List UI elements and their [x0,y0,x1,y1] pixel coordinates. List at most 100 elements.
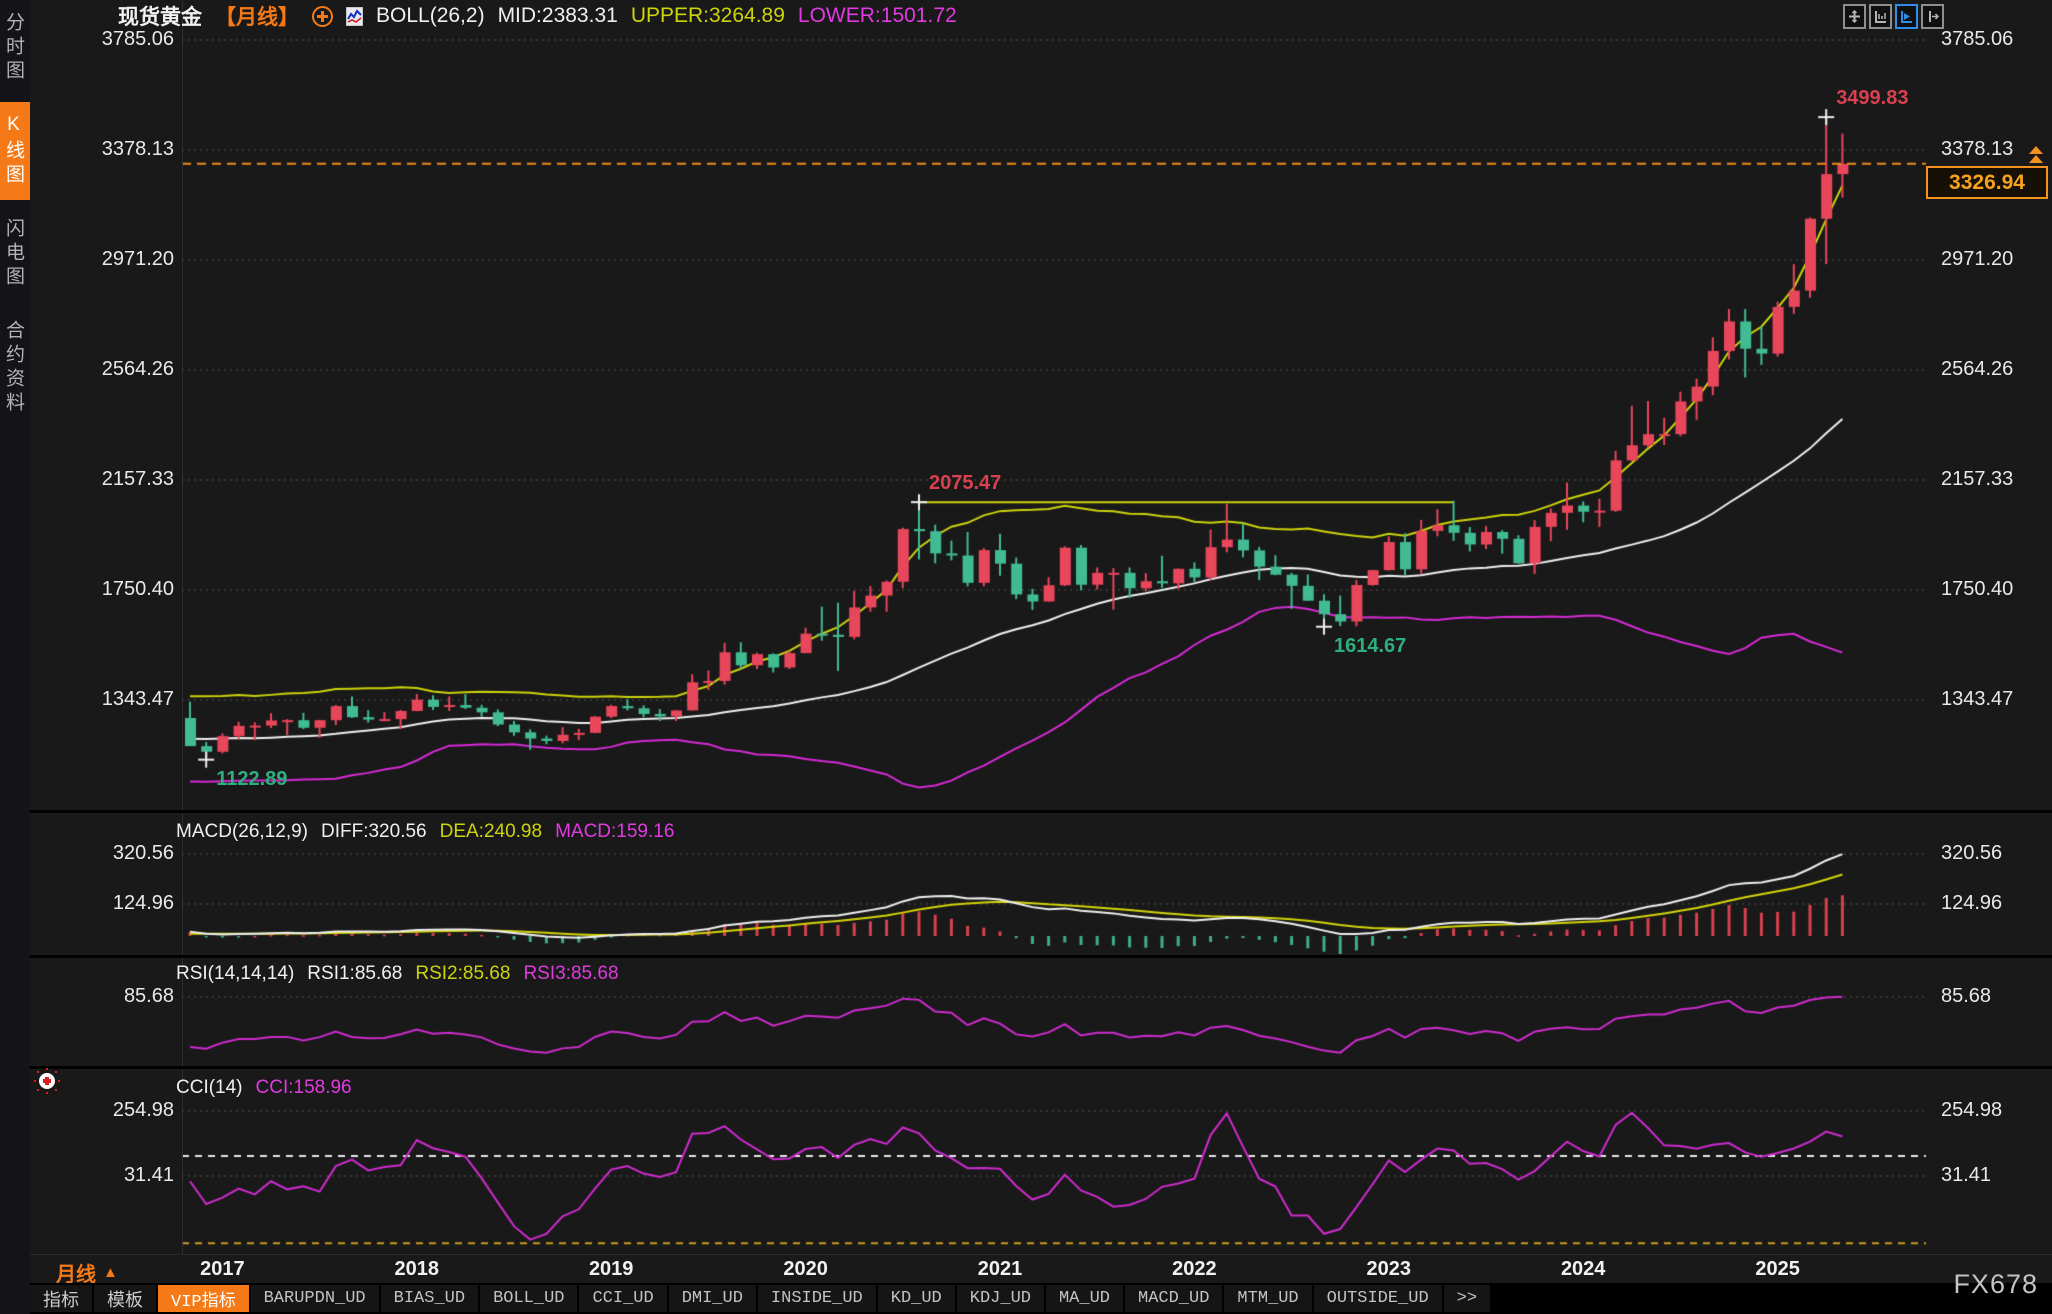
alert-sun-icon[interactable] [34,1068,60,1094]
chevron-up-icon: ▲ [103,1264,118,1281]
cci-axis-tick: 254.98 [112,1099,174,1121]
cci-axis-tick: 31.41 [1941,1164,1992,1186]
price-axis-tick: 2971.20 [101,248,174,270]
boll-lower-value: LOWER:1501.72 [797,4,957,27]
watermark: FX678 [1953,1269,2038,1299]
price-axis-tick: 1750.40 [1941,578,2014,600]
rsi-panel-header: RSI(14,14,14) RSI1:85.68 RSI2:85.68 RSI3… [176,963,619,985]
rsi-axis-tick: 85.68 [123,985,174,1007]
price-axis-tick: 2157.33 [1941,468,2014,490]
macd-axis-tick: 320.56 [112,842,174,864]
high-price-label: 3499.83 [1836,87,1909,110]
year-axis-label: 2018 [394,1258,440,1280]
panel-divider[interactable] [30,955,2052,958]
rsi3-value: RSI3:85.68 [523,963,619,984]
price-axis-tick: 3785.06 [101,28,174,50]
macd-dea-value: DEA:240.98 [439,821,543,842]
period-tag: 【月线】 [215,6,299,29]
year-axis-label: 2025 [1755,1258,1800,1280]
indicator-tab-macdud[interactable]: MACD_UD [1125,1285,1223,1312]
price-axis-tick: 2971.20 [1941,248,2014,270]
indicator-tab-dmiud[interactable]: DMI_UD [668,1285,756,1312]
sidebar-item-kline-chart[interactable]: K线图 [0,102,30,200]
indicator-tab-mtmud[interactable]: MTM_UD [1224,1285,1312,1312]
indicator-tab-maud[interactable]: MA_UD [1045,1285,1123,1312]
price-axis-tick: 2157.33 [101,468,174,490]
indicator-tab-bar: 指标 模板 VIP指标 BARUPDN_UD BIAS_UD BOLL_UD CCI_UD D… [30,1283,2052,1314]
kline-mini-icon [346,6,363,26]
indicator-tab-[interactable]: 模板 [94,1285,156,1312]
year-axis-label: 2024 [1560,1258,1606,1280]
indicator-tab-barupdnud[interactable]: BARUPDN_UD [250,1285,379,1312]
macd-axis-tick: 124.96 [1941,892,2003,914]
price-axis-tick: 3378.13 [101,138,174,160]
macd-axis-tick: 320.56 [1941,842,2003,864]
current-price-value: 3326.94 [1949,170,2025,194]
macd-title: MACD(26,12,9) [176,821,308,842]
auto-scroll-icon[interactable] [1895,4,1918,29]
left-sidebar: 分时图 K线图 闪电图 合约资料 [0,0,30,1314]
cci-value: CCI:158.96 [255,1077,352,1098]
year-axis-label: 2021 [977,1258,1023,1280]
price-axis-tick: 1343.47 [101,688,174,710]
indicator-tab-outsideud[interactable]: OUTSIDE_UD [1313,1285,1442,1312]
macd-hist-value: MACD:159.16 [555,821,675,842]
low-price-label: 1122.89 [216,767,288,790]
indicator-tab-[interactable]: >> [1443,1285,1491,1312]
chart-toolbar [1843,4,1944,29]
cci-title: CCI(14) [176,1077,243,1098]
period-selector[interactable]: 月线 ▲ [56,1258,118,1287]
current-price-tag: 3326.94 [1926,166,2048,199]
price-axis-tick: 2564.26 [1941,358,2014,380]
indicator-tab-bollud[interactable]: BOLL_UD [480,1285,578,1312]
price-axis-tick: 2564.26 [101,358,174,380]
macd-axis-tick: 124.96 [112,892,174,914]
year-axis-label: 2023 [1366,1258,1412,1280]
rsi-title: RSI(14,14,14) [176,963,295,984]
axis-scale-icon[interactable] [1869,4,1892,29]
rsi-axis-tick: 85.68 [1941,985,1992,1007]
panel-divider[interactable] [30,1066,2052,1069]
price-up-arrows-icon [2029,145,2043,164]
cci-axis-tick: 31.41 [123,1164,174,1186]
panel-divider[interactable] [30,810,2052,813]
symbol-name: 现货黄金 [118,6,202,29]
cci-axis-tick: 254.98 [1941,1099,2003,1121]
macd-diff-value: DIFF:320.56 [321,821,427,842]
period-selector-label: 月线 [56,1264,96,1286]
indicator-tab-[interactable]: 指标 [30,1285,92,1312]
axis-border-left [182,0,183,1255]
crosshair-move-icon[interactable] [1843,4,1866,29]
boll-params-label: BOLL(26,2) [376,4,485,27]
price-axis-tick: 1343.47 [1941,688,2014,710]
year-axis-label: 2020 [783,1258,828,1280]
year-axis-label: 2017 [200,1258,245,1280]
rsi2-value: RSI2:85.68 [415,963,511,984]
price-axis-tick: 3785.06 [1941,28,2014,50]
sidebar-item-contract-info[interactable]: 合约资料 [3,320,24,416]
xaxis-separator [30,1254,2052,1255]
year-axis-label: 2022 [1172,1258,1217,1280]
indicator-tab-kdjud[interactable]: KDJ_UD [956,1285,1044,1312]
rsi1-value: RSI1:85.68 [307,963,403,984]
cci-panel-header: CCI(14) CCI:158.96 [176,1077,352,1099]
price-axis-tick: 1750.40 [101,578,174,600]
indicator-tab-cciud[interactable]: CCI_UD [579,1285,667,1312]
boll-upper-value: UPPER:3264.89 [630,4,785,27]
shift-bars-icon[interactable] [1921,4,1944,29]
low-price-label: 1614.67 [1334,634,1407,657]
sidebar-item-lightning-chart[interactable]: 闪电图 [3,218,24,290]
add-indicator-icon[interactable] [312,5,333,27]
macd-panel-header: MACD(26,12,9) DIFF:320.56 DEA:240.98 MAC… [176,821,674,843]
indicator-tab-biasud[interactable]: BIAS_UD [380,1285,479,1312]
indicator-tab-vip[interactable]: VIP指标 [158,1285,249,1312]
year-axis-label: 2019 [588,1258,634,1280]
boll-mid-value: MID:2383.31 [497,4,618,27]
chart-header: 现货黄金 【月线】 BOLL(26,2) MID:2383.31 UPPER:3… [118,3,957,29]
indicator-tab-kdud[interactable]: KD_UD [877,1285,955,1312]
sidebar-item-timeshare-chart[interactable]: 分时图 [3,12,24,84]
price-axis-tick: 3378.13 [1941,138,2014,160]
indicator-tab-insideud[interactable]: INSIDE_UD [757,1285,876,1312]
